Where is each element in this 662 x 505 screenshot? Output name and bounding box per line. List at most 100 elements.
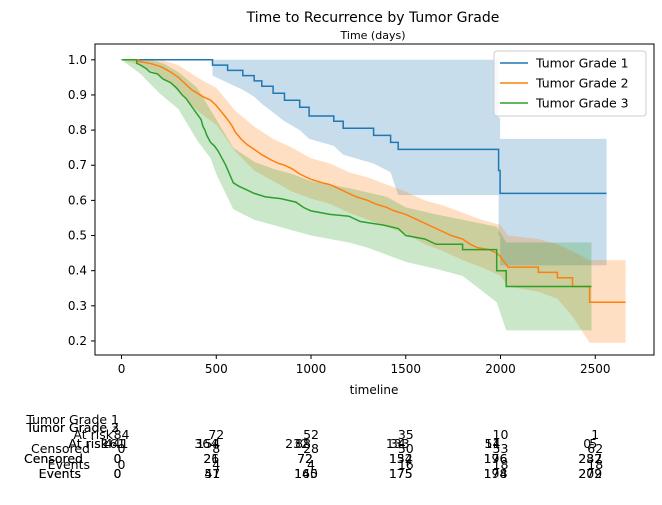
ci-band-3: [121, 59, 592, 331]
risk-value: 232: [285, 436, 309, 451]
series-line-3: [121, 59, 592, 288]
risk-row-label: Censored: [24, 451, 83, 466]
risk-row-label: Censored: [24, 451, 83, 466]
risk-value: 0: [583, 436, 591, 451]
risk-value: 0: [114, 466, 122, 481]
y-tick-label: 0.6: [68, 193, 87, 207]
y-tick-label: 0.5: [68, 229, 87, 243]
risk-value: 18: [587, 457, 603, 472]
risk-value: 35: [398, 427, 414, 442]
risk-value: 28: [303, 441, 319, 456]
series-line-1: [121, 59, 607, 195]
chart-subtitle: Time (days): [340, 29, 406, 42]
legend: Tumor Grade 1 Tumor Grade 2 Tumor Grade 3: [493, 50, 647, 117]
risk-value: 8: [212, 441, 220, 456]
legend-label-2: Tumor Grade 2: [535, 76, 629, 91]
x-tick-label: 1500: [390, 362, 421, 376]
risk-value: 0: [118, 457, 126, 472]
risk-value: 4: [307, 457, 315, 472]
risk-value: 1: [591, 427, 599, 442]
legend-label-1: Tumor Grade 1: [535, 56, 629, 71]
y-tick-label: 0.4: [68, 264, 87, 278]
risk-value: 26: [203, 451, 219, 466]
risk-value: 16: [398, 457, 414, 472]
series-line-2: [121, 59, 626, 304]
x-tick-label: 1000: [296, 362, 327, 376]
survival-curves: [121, 59, 626, 304]
risk-value: 272: [578, 466, 602, 481]
risk-value: 21: [203, 451, 219, 466]
risk-row-label: Events: [48, 457, 90, 472]
risk-value: 0: [114, 451, 122, 466]
risk-value: 5: [589, 436, 597, 451]
risk-value: 133: [386, 436, 410, 451]
risk-value: 165: [294, 466, 318, 481]
legend-box: [493, 50, 647, 117]
risk-value: 175: [389, 466, 413, 481]
risk-value: 209: [578, 466, 602, 481]
risk-row-label: Events: [39, 466, 81, 481]
x-tick-label: 2500: [580, 362, 611, 376]
y-tick-label: 0.9: [68, 88, 87, 102]
risk-value: 57: [204, 466, 220, 481]
risk-value: 0: [114, 451, 122, 466]
risk-value: 84: [114, 427, 130, 442]
risk-row-label: Tumor Grade 2: [25, 420, 119, 435]
x-tick-label: 0: [118, 362, 126, 376]
risk-value: 53: [493, 441, 509, 456]
risk-value: 72: [297, 451, 313, 466]
risk-value: 52: [303, 427, 319, 442]
y-tick-label: 0.8: [68, 123, 87, 137]
x-tick-label: 500: [205, 362, 228, 376]
risk-value: 154: [196, 436, 220, 451]
risk-value: 72: [208, 427, 224, 442]
risk-value: 175: [389, 466, 413, 481]
confidence-bands: [121, 59, 626, 343]
risk-row-label: At risk: [68, 436, 108, 451]
ci-band-1: [212, 59, 607, 266]
risk-row-label: Tumor Grade 3: [25, 420, 119, 435]
risk-value: 62: [587, 441, 603, 456]
risk-row-label: At risk: [68, 436, 108, 451]
risk-value: 176: [484, 451, 508, 466]
risk-value: 196: [484, 451, 508, 466]
risk-value: 134: [389, 451, 413, 466]
risk-value: 140: [294, 466, 318, 481]
risk-value: 34: [390, 436, 406, 451]
y-tick-label: 0.3: [68, 299, 87, 313]
risk-value: 0: [114, 466, 122, 481]
legend-label-3: Tumor Grade 3: [535, 96, 629, 111]
risk-value: 232: [578, 451, 602, 466]
ci-band-2: [121, 59, 626, 343]
risk-value: 41: [204, 466, 220, 481]
risk-value: 50: [398, 441, 414, 456]
x-axis-label: timeline: [350, 383, 399, 397]
y-tick-label: 0.7: [68, 158, 87, 172]
risk-row-label: At risk: [73, 427, 113, 442]
risk-row-label: Censored: [31, 441, 90, 456]
risk-value: 161: [102, 436, 126, 451]
risk-value: 88: [295, 436, 311, 451]
risk-value: 4: [212, 457, 220, 472]
x-axis: 0 500 1000 1500 2000 2500: [118, 355, 611, 376]
risk-value: 152: [389, 451, 413, 466]
risk-value: 54: [485, 436, 501, 451]
plot-area-frame: [94, 43, 655, 356]
y-axis: 0.2 0.3 0.4 0.5 0.6 0.7 0.8 0.9 1.0: [68, 53, 95, 348]
risk-value: 441: [105, 436, 129, 451]
risk-row-label: Events: [39, 466, 81, 481]
risk-value: 364: [194, 436, 218, 451]
y-tick-label: 1.0: [68, 53, 87, 67]
risk-value: 178: [484, 466, 508, 481]
y-tick-label: 0.2: [68, 334, 87, 348]
risk-value: 18: [493, 457, 509, 472]
risk-row-label: Tumor Grade 1: [25, 412, 119, 427]
risk-value: 10: [493, 427, 509, 442]
chart-title: Time to Recurrence by Tumor Grade: [246, 10, 500, 26]
x-tick-label: 2000: [485, 362, 516, 376]
risk-value: 11: [485, 436, 501, 451]
risk-value: 72: [297, 451, 313, 466]
risk-value: 287: [578, 451, 602, 466]
